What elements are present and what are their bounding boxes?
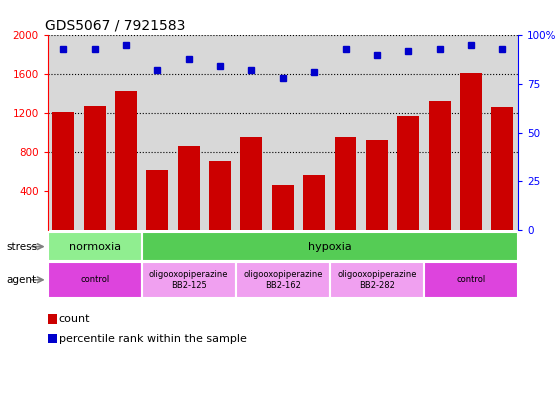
Text: oligooxopiperazine
BB2-125: oligooxopiperazine BB2-125: [149, 270, 228, 290]
Bar: [330, 262, 424, 298]
Bar: [115, 91, 137, 230]
Text: oligooxopiperazine
BB2-162: oligooxopiperazine BB2-162: [243, 270, 323, 290]
Bar: [424, 262, 518, 298]
Bar: [491, 107, 514, 230]
Bar: [209, 161, 231, 230]
Bar: [334, 136, 357, 230]
Bar: [240, 136, 263, 230]
Bar: [397, 116, 419, 230]
Text: percentile rank within the sample: percentile rank within the sample: [59, 334, 246, 344]
Bar: [52, 112, 74, 230]
Bar: [142, 262, 236, 298]
Text: hypoxia: hypoxia: [308, 242, 352, 252]
Bar: [460, 73, 482, 230]
Bar: [428, 101, 451, 230]
Text: control: control: [456, 275, 486, 284]
Bar: [178, 146, 200, 230]
Text: oligooxopiperazine
BB2-282: oligooxopiperazine BB2-282: [337, 270, 417, 290]
Text: agent: agent: [7, 275, 37, 285]
Bar: [272, 185, 294, 230]
Text: count: count: [59, 314, 90, 324]
Text: control: control: [80, 275, 109, 284]
Bar: [48, 262, 142, 298]
Bar: [146, 170, 169, 230]
Bar: [303, 175, 325, 230]
Text: GDS5067 / 7921583: GDS5067 / 7921583: [45, 19, 185, 33]
Text: stress: stress: [7, 242, 38, 252]
Bar: [48, 232, 142, 261]
Text: normoxia: normoxia: [68, 242, 121, 252]
Bar: [366, 140, 388, 230]
Bar: [236, 262, 330, 298]
Bar: [142, 232, 518, 261]
Bar: [83, 107, 106, 230]
